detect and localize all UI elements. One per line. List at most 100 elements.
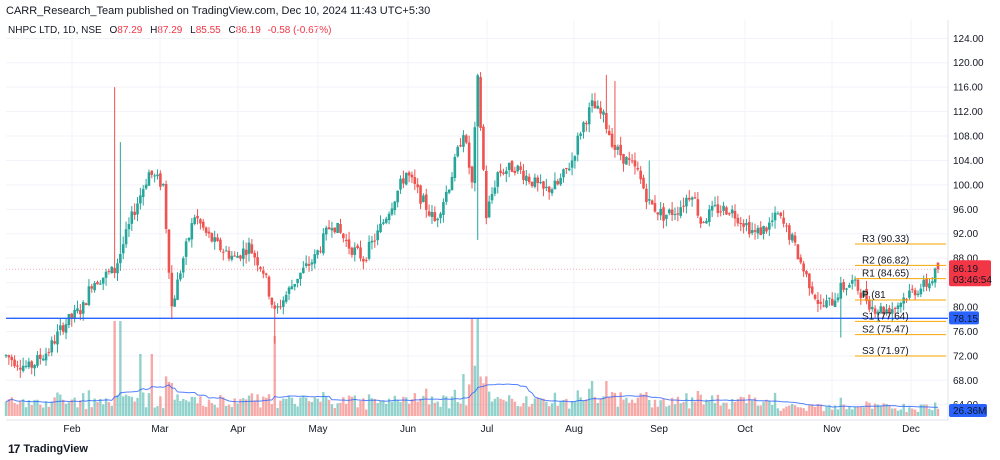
volume-bar [507,395,511,416]
y-tick-label: 112.00 [953,107,983,118]
candle-body [587,107,591,125]
volume-bar [616,406,620,416]
y-tick-label: 92.00 [953,229,978,240]
volume-bar [547,406,551,416]
volume-bar [871,408,874,416]
candle-body [41,358,45,361]
volume-bar [436,401,439,416]
volume-bar [928,408,931,416]
candle-body [567,168,571,171]
candle-body [442,202,445,215]
volume-bar [427,404,431,416]
volume-bar [570,401,574,416]
candle-body [770,220,774,222]
candle-body [773,212,777,221]
candle-body [322,233,325,254]
candle-body [330,228,334,231]
candle-body [196,215,199,219]
candle-body [336,222,339,233]
volume-bar [385,403,388,416]
volume-bar [539,398,542,416]
candle-body [350,247,354,255]
candle-body [748,221,751,235]
tradingview-footer[interactable]: 17 TradingView [8,442,88,456]
volume-bar [828,405,831,416]
candle-body [873,308,877,314]
candle-body [4,355,8,357]
volume-bar [173,399,176,416]
volume-bar [496,397,499,416]
volume-bar [373,399,376,416]
candle-body [33,364,36,369]
candle-body [127,224,131,230]
volume-bar [64,403,68,416]
candle-body [244,249,248,256]
candle-body [379,223,382,233]
volume-bar [119,321,122,416]
x-tick-label: May [309,424,328,435]
volume-bar [256,394,259,416]
volume-bar [885,403,888,416]
volume-bar [599,398,602,416]
candle-body [736,217,740,224]
x-tick-label: Mar [151,424,169,435]
candle-body [136,203,139,215]
volume-bar [84,409,88,416]
candle-body [239,255,242,259]
symbol-name[interactable]: NHPC LTD, 1D, NSE [8,25,102,36]
volume-bar [416,401,419,416]
candle-body [176,279,179,300]
candle-body [359,247,362,259]
candle-body [819,302,823,304]
candle-body [433,212,437,222]
candle-body [813,294,817,299]
volume-bar [893,408,897,416]
volume-bar [633,402,637,416]
candle-body [682,205,685,207]
candle-body [161,183,165,186]
volume-bar [579,397,582,416]
candle-body [316,250,319,255]
volume-bar [330,404,334,416]
candle-body [633,160,637,167]
volume-bar [613,392,617,416]
volume-bar [307,401,311,416]
volume-bar [813,406,817,416]
volume-bar [142,392,145,416]
volume-bar [319,401,322,416]
candle-body [179,273,182,280]
candle-body [765,227,768,232]
candle-body [822,305,825,307]
candle-body [536,177,540,184]
volume-bar [636,397,640,416]
candle-body [61,325,65,332]
volume-bar [447,408,451,416]
high-label: H [150,25,158,36]
candle-body [776,213,780,215]
volume-bar [336,403,339,416]
volume-bar [602,396,605,416]
candle-body [236,255,239,258]
volume-bar [802,408,805,416]
candle-body [602,111,605,115]
volume-bar [61,399,65,416]
candle-body [36,355,39,366]
candle-body [273,305,277,309]
candle-body [307,264,311,266]
candle-body [645,188,648,203]
candle-body [290,286,294,290]
volume-bar [150,354,154,416]
volume-bar [665,406,668,416]
candle-body [113,267,116,274]
candle-body [13,359,16,367]
volume-bar [716,394,720,416]
volume-bar [708,400,711,416]
candle-body [101,277,105,284]
volume-bar [493,398,497,416]
candle-body [753,230,757,232]
volume-bar [204,406,208,416]
pivot-label: R1 (84.65) [862,269,909,280]
volume-bar [865,401,868,416]
volume-bar [931,410,934,416]
